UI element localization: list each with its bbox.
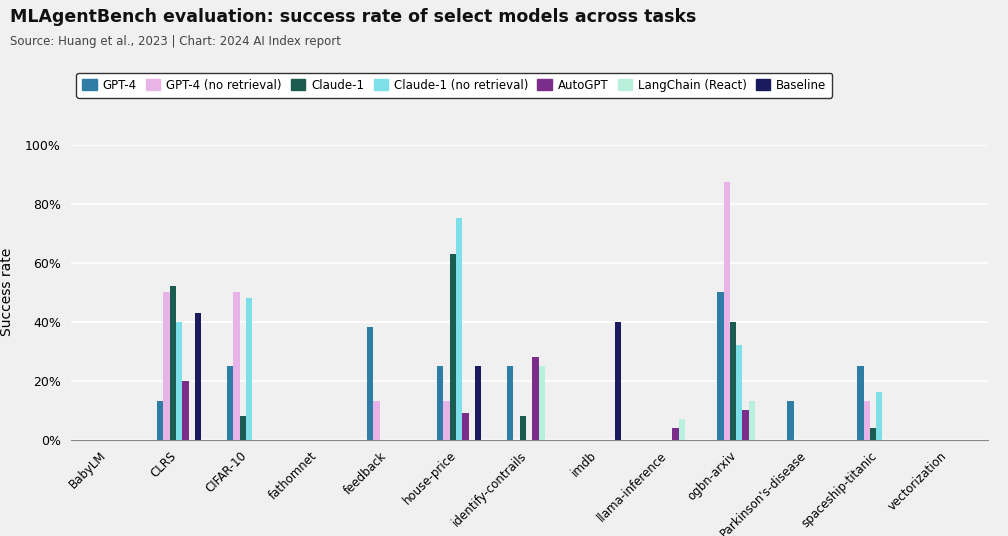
- Bar: [749, 401, 755, 440]
- Bar: [730, 322, 736, 440]
- Bar: [718, 292, 724, 440]
- Bar: [870, 428, 876, 440]
- Bar: [176, 322, 182, 440]
- Bar: [373, 401, 380, 440]
- Bar: [857, 366, 864, 440]
- Bar: [672, 428, 678, 440]
- Bar: [538, 366, 545, 440]
- Bar: [163, 292, 169, 440]
- Bar: [463, 413, 469, 440]
- Bar: [507, 366, 513, 440]
- Bar: [367, 327, 373, 440]
- Bar: [724, 182, 730, 440]
- Bar: [169, 286, 176, 440]
- Bar: [876, 392, 882, 440]
- Bar: [520, 416, 526, 440]
- Bar: [787, 401, 793, 440]
- Bar: [227, 366, 234, 440]
- Text: Source: Huang et al., 2023 | Chart: 2024 AI Index report: Source: Huang et al., 2023 | Chart: 2024…: [10, 35, 341, 48]
- Bar: [444, 401, 450, 440]
- Bar: [475, 366, 481, 440]
- Bar: [246, 298, 252, 440]
- Legend: GPT-4, GPT-4 (no retrieval), Claude-1, Claude-1 (no retrieval), AutoGPT, LangCha: GPT-4, GPT-4 (no retrieval), Claude-1, C…: [77, 73, 833, 98]
- Bar: [743, 410, 749, 440]
- Bar: [195, 313, 202, 440]
- Bar: [182, 381, 188, 440]
- Bar: [678, 419, 685, 440]
- Bar: [532, 357, 538, 440]
- Bar: [234, 292, 240, 440]
- Bar: [456, 219, 463, 440]
- Bar: [450, 254, 456, 440]
- Bar: [437, 366, 444, 440]
- Bar: [157, 401, 163, 440]
- Text: MLAgentBench evaluation: success rate of select models across tasks: MLAgentBench evaluation: success rate of…: [10, 8, 697, 26]
- Bar: [615, 322, 621, 440]
- Bar: [736, 345, 743, 440]
- Bar: [240, 416, 246, 440]
- Bar: [864, 401, 870, 440]
- Y-axis label: Success rate: Success rate: [0, 248, 14, 336]
